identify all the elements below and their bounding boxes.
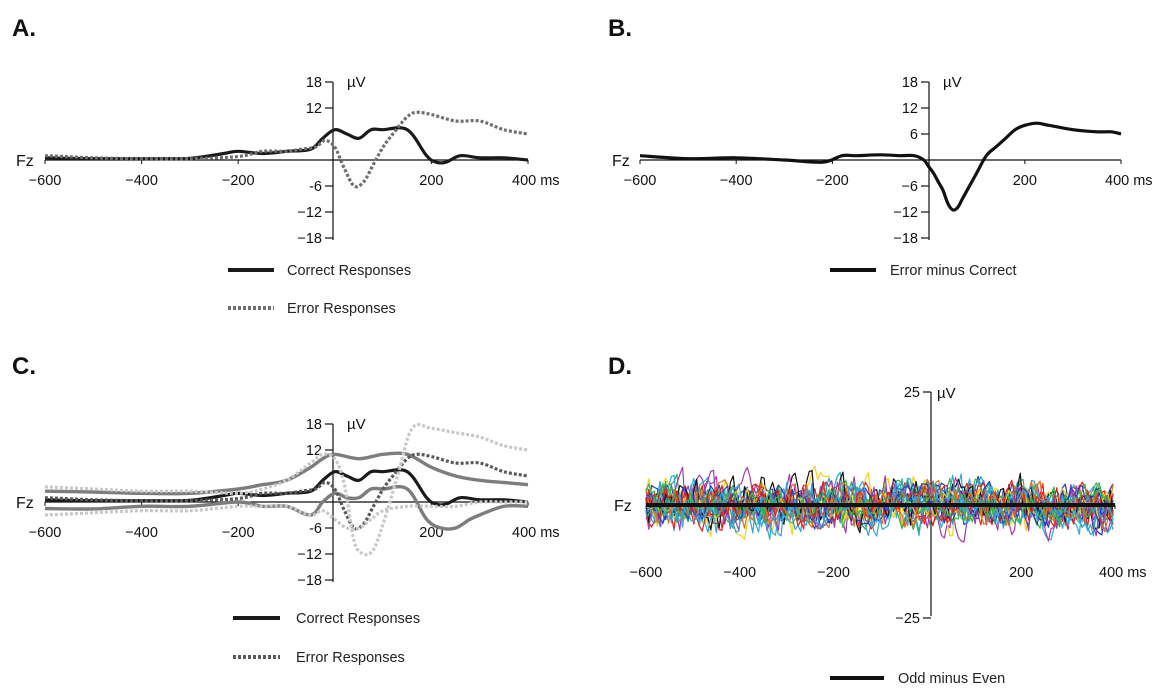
y-tick-label: −18 (893, 231, 918, 247)
x-tick-label: 400 ms (1099, 565, 1147, 581)
panel-label: B. (608, 15, 632, 42)
y-tick-label: −12 (297, 205, 322, 221)
y-tick-label: −6 (901, 179, 918, 195)
x-tick-label: −200 (222, 173, 255, 189)
y-tick-label: 6 (910, 127, 918, 143)
x-tick-label: −600 (29, 525, 62, 541)
series-line (44, 423, 529, 557)
series-line (639, 121, 1122, 212)
series-line (44, 451, 529, 496)
series-line (44, 500, 528, 531)
x-tick-label: −400 (125, 525, 158, 541)
x-tick-label: 400 ms (512, 525, 560, 541)
panel-d: D. Fz −600 −400 −200 200 400 ms 25 −25 µV Odd min… (608, 353, 1147, 687)
panel-label: A. (12, 15, 36, 42)
unit-label: µV (937, 385, 956, 402)
y-tick-label: −12 (893, 205, 918, 221)
electrode-label: Fz (16, 153, 34, 170)
unit-label: µV (347, 416, 366, 433)
electrode-label: Fz (612, 153, 630, 170)
y-tick-label: 12 (902, 101, 918, 117)
x-tick-label: −400 (720, 173, 753, 189)
y-tick-label: −18 (297, 573, 322, 589)
legend-label: Odd minus Even (898, 671, 1005, 687)
legend-label: Correct Responses (287, 263, 411, 279)
x-tick-label: 400 ms (1105, 173, 1153, 189)
electrode-label: Fz (16, 495, 34, 512)
y-tick-label: 18 (306, 75, 322, 91)
x-tick-label: −600 (29, 173, 62, 189)
series-line (44, 468, 529, 507)
panel-b: B. Fz −600 −400 −200 200 400 ms 18 12 6 −6 −12 −18 µ… (608, 15, 1153, 279)
x-tick-label: 200 (1009, 565, 1033, 581)
panel-label: D. (608, 353, 632, 380)
x-tick-label: −200 (222, 525, 255, 541)
panel-a: A. Fz −600 −400 −200 200 400 ms 18 12 -6 −12 −18 µV… (12, 15, 560, 317)
y-tick-label: 18 (902, 75, 918, 91)
y-tick-label: -6 (309, 521, 322, 537)
panel-c: C. Fz −600 −400 −200 200 400 ms 18 12 -6 −12 −18 µV… (12, 353, 560, 666)
legend-label: Error Responses (296, 650, 405, 666)
series-line (44, 110, 529, 189)
unit-label: µV (943, 74, 962, 91)
x-tick-label: −400 (125, 173, 158, 189)
legend-label: Error minus Correct (890, 263, 1017, 279)
electrode-label: Fz (614, 498, 632, 515)
x-tick-label: −200 (817, 565, 850, 581)
x-tick-label: 200 (1013, 173, 1037, 189)
series-line (44, 126, 529, 165)
panel-label: C. (12, 353, 36, 380)
legend-label: Error Responses (287, 301, 396, 317)
x-tick-label: −200 (816, 173, 849, 189)
y-tick-label: 12 (306, 443, 322, 459)
noise-trace (645, 483, 1114, 523)
y-tick-label: 25 (904, 385, 920, 401)
x-tick-label: 400 ms (512, 173, 560, 189)
y-tick-label: -6 (309, 179, 322, 195)
x-tick-label: 200 (419, 173, 443, 189)
x-tick-label: −600 (624, 173, 657, 189)
x-tick-label: −600 (630, 565, 663, 581)
x-tick-label: 200 (419, 525, 443, 541)
series-line (44, 485, 529, 531)
y-tick-label: −25 (895, 611, 920, 627)
noise-trace (645, 484, 1114, 525)
unit-label: µV (347, 74, 366, 91)
y-tick-label: −18 (297, 231, 322, 247)
legend-label: Correct Responses (296, 611, 420, 627)
y-tick-label: −12 (297, 547, 322, 563)
x-tick-label: −400 (723, 565, 756, 581)
y-tick-label: 12 (306, 101, 322, 117)
y-tick-label: 18 (306, 417, 322, 433)
noise-trace (645, 480, 1114, 527)
